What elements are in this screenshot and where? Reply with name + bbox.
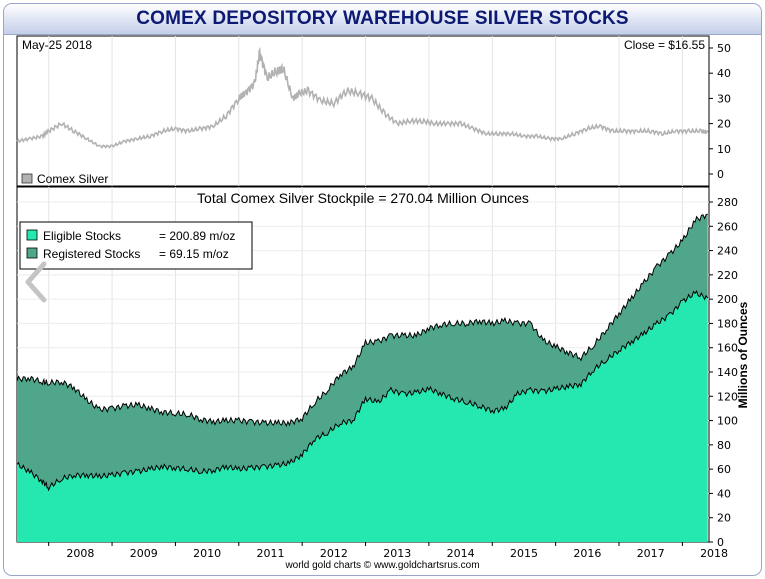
top-panel-grid <box>48 36 683 186</box>
registered-legend-label: Registered Stocks <box>43 247 140 261</box>
x-tick-label: 2018 <box>700 547 728 560</box>
total-stocks-line <box>16 213 708 428</box>
registered-legend-swatch <box>26 247 38 259</box>
bottom-y-tick-label: 40 <box>717 487 731 500</box>
eligible-legend-value: = 200.89 m/oz <box>159 229 235 243</box>
top-y-tick-label: 20 <box>717 118 731 131</box>
x-tick-label: 2013 <box>383 547 411 560</box>
bottom-y-tick-label: 80 <box>717 439 731 452</box>
eligible-legend-swatch <box>26 229 38 241</box>
x-tick-label: 2016 <box>573 547 601 560</box>
bottom-y-tick-label: 260 <box>717 220 738 233</box>
x-tick-label: 2014 <box>447 547 475 560</box>
stockpile-title: Total Comex Silver Stockpile = 270.04 Mi… <box>197 190 529 206</box>
bottom-y-tick-label: 180 <box>717 317 738 330</box>
eligible-stocks-line <box>16 289 709 492</box>
bottom-y-tick-label: 160 <box>717 342 738 355</box>
comex-silver-legend-swatch <box>21 173 33 184</box>
top-y-tick-label: 0 <box>717 168 724 181</box>
top-y-tick-label: 50 <box>717 42 731 55</box>
x-tick-label: 2010 <box>193 547 221 560</box>
bottom-y-tick-label: 120 <box>717 390 738 403</box>
stocks-legend <box>19 221 253 270</box>
chart-title: COMEX DEPOSITORY WAREHOUSE SILVER STOCKS <box>136 8 629 29</box>
top-y-tick-label: 40 <box>717 67 731 80</box>
comex-silver-legend-label: Comex Silver <box>37 172 108 186</box>
x-tick-label: 2009 <box>130 547 158 560</box>
previous-arrow-icon[interactable] <box>25 261 47 303</box>
bottom-y-tick-label: 60 <box>717 463 731 476</box>
bottom-panel-y-axis: 0 20 40 60 80 100 120 140 160 180 200 220 240 260 280 <box>709 196 738 549</box>
bottom-y-tick-label: 100 <box>717 415 738 428</box>
x-tick-label: 2008 <box>66 547 94 560</box>
eligible-stocks-area <box>17 291 708 542</box>
footer-credit: world gold charts © www.goldchartsrus.co… <box>285 560 480 571</box>
eligible-legend-label: Eligible Stocks <box>43 229 121 243</box>
comex-silver-series <box>16 46 709 149</box>
bottom-y-tick-label: 20 <box>717 512 731 525</box>
date-label: May-25 2018 <box>22 38 92 52</box>
close-label: Close = $16.55 <box>624 38 705 52</box>
x-tick-label: 2015 <box>510 547 538 560</box>
title-bar: COMEX DEPOSITORY WAREHOUSE SILVER STOCKS <box>4 4 761 35</box>
bottom-y-tick-label: 280 <box>717 196 738 209</box>
registered-legend-value: = 69.15 m/oz <box>159 247 229 261</box>
bottom-y-tick-label: 140 <box>717 366 738 379</box>
top-y-tick-label: 30 <box>717 92 731 105</box>
top-y-tick-label: 10 <box>717 143 731 156</box>
x-axis: 2008 2009 2010 2011 2012 2013 2014 2015 2016 2017… <box>48 542 728 560</box>
x-tick-label: 2017 <box>637 547 665 560</box>
bottom-y-tick-label: 0 <box>717 536 724 549</box>
x-tick-label: 2011 <box>256 547 284 560</box>
bottom-y-tick-label: 220 <box>717 269 738 282</box>
bottom-y-tick-label: 240 <box>717 245 738 258</box>
top-panel-y-axis: 0 10 20 30 40 50 <box>709 42 731 181</box>
x-tick-label: 2012 <box>320 547 348 560</box>
registered-stocks-area <box>17 214 708 490</box>
top-panel-frame <box>16 35 710 187</box>
bottom-y-tick-label: 200 <box>717 293 738 306</box>
y-axis-label: Millions of Ounces <box>736 301 750 408</box>
